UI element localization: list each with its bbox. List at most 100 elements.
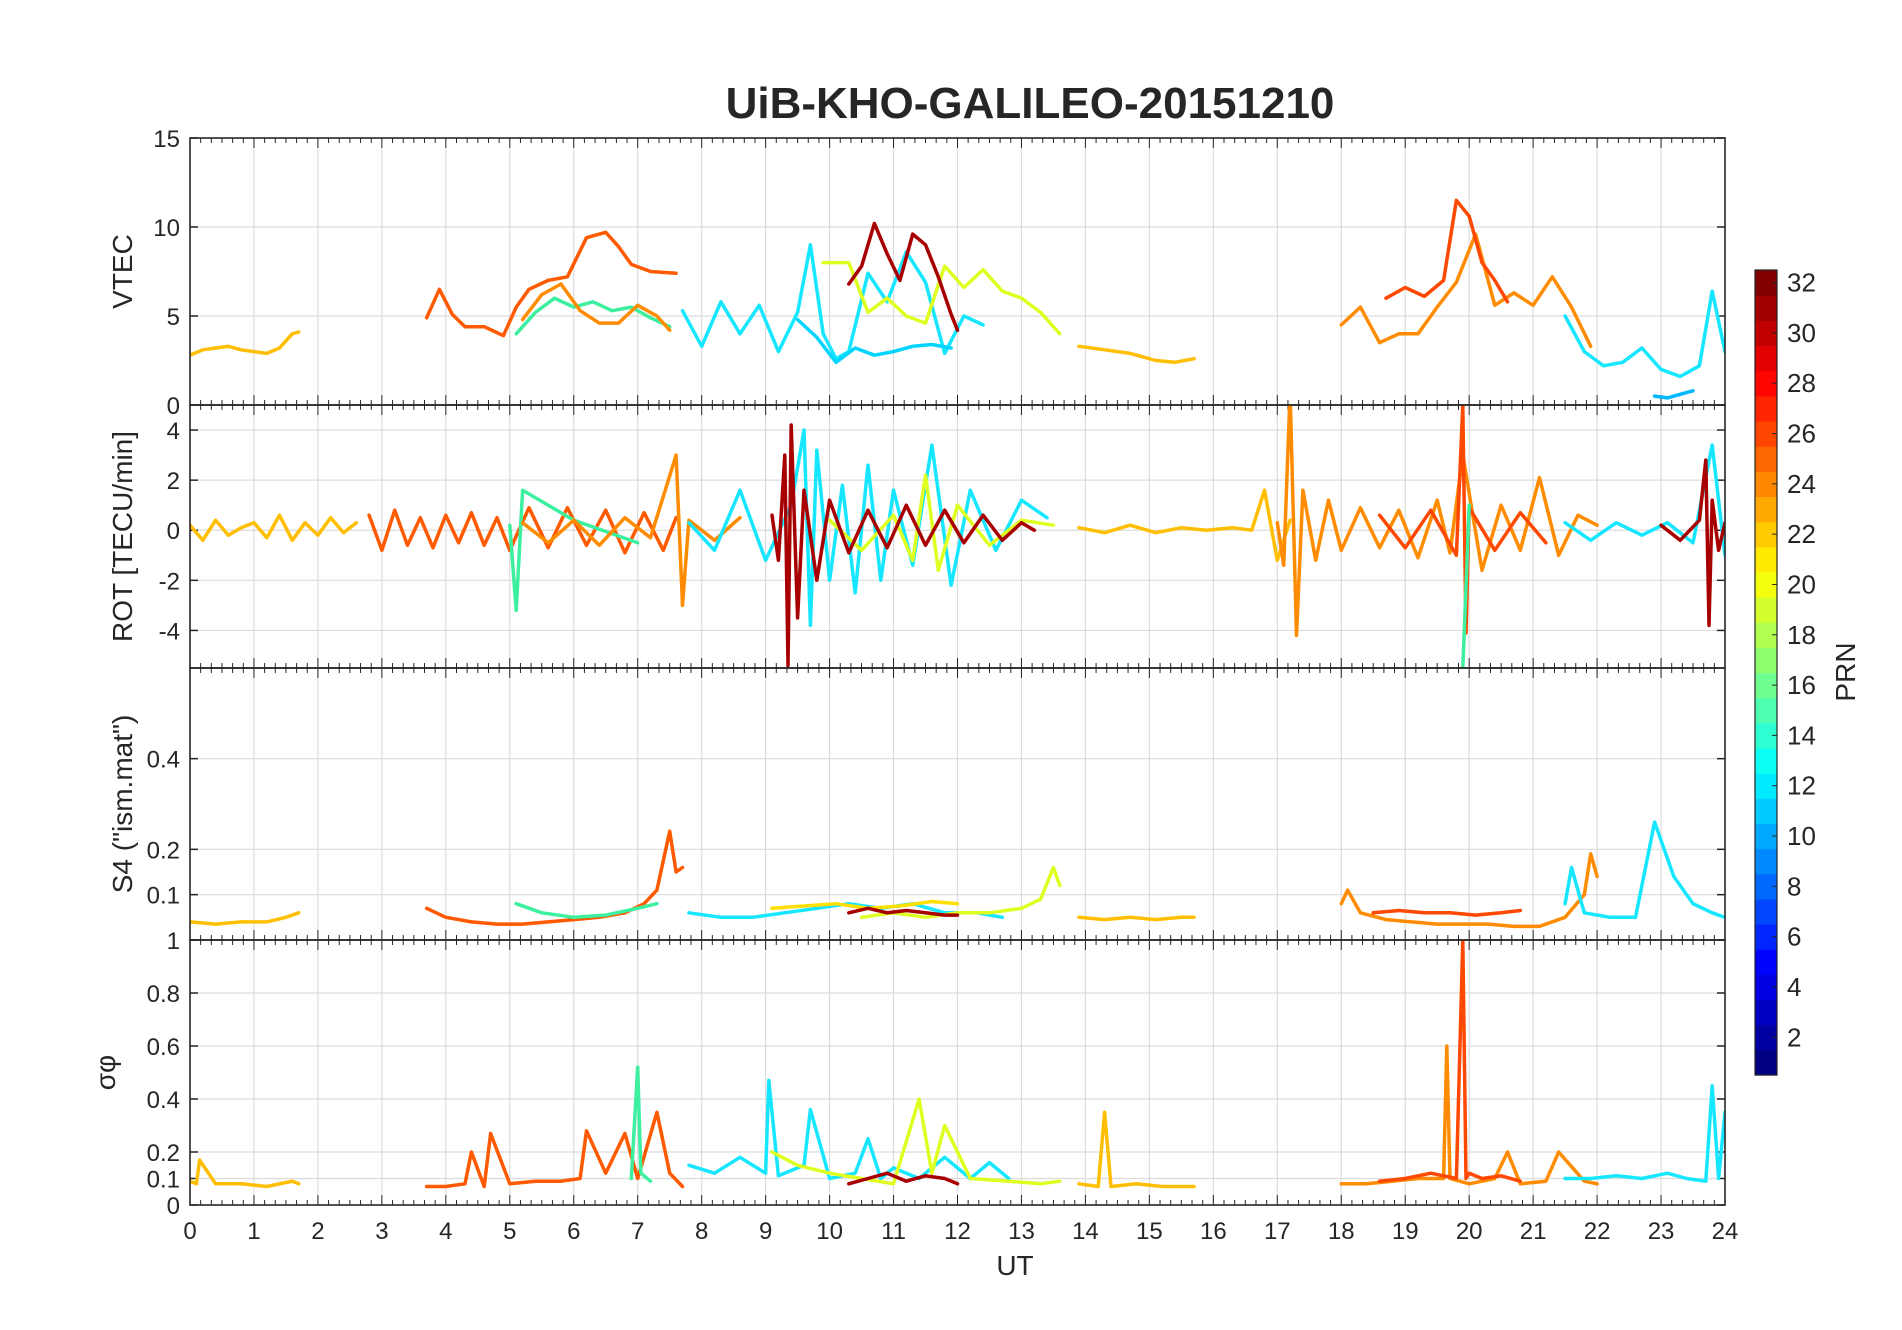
colorbar-segment [1755,521,1777,548]
series-line-prn-25 [424,1110,685,1189]
y-tick-label: 0 [167,393,180,420]
series-line-prn-22 [1077,488,1292,563]
series-line-prn-12 [680,243,985,361]
colorbar-tick-label: 32 [1787,268,1816,298]
series-group [190,405,1725,668]
colorbar-segment [1755,270,1777,296]
y-tick-label: 0.2 [147,1140,180,1167]
series-line-prn-24 [520,453,742,608]
series-line-prn-26 [1377,405,1548,635]
figure-title: UiB-KHO-GALILEO-20151210 [726,79,1335,128]
colorbar-segment [1755,924,1777,950]
x-axis-label: UT [996,1250,1033,1281]
series-line-prn-19 [859,865,1062,920]
series-line-prn-19 [821,260,1062,336]
series-line-prn-12 [1563,443,1725,558]
y-tick-label: 15 [153,126,180,153]
x-tick-label: 24 [1712,1218,1739,1245]
x-tick-label: 16 [1200,1218,1227,1245]
x-tick-label: 18 [1328,1218,1355,1245]
colorbar-frame [1754,269,1778,1076]
series-line-prn-12 [1563,820,1725,920]
x-tick-label: 6 [567,1218,580,1245]
axes-frame [189,939,1726,1206]
x-tick-label: 7 [631,1218,644,1245]
x-tick-label: 2 [311,1218,324,1245]
x-tick-label: 1 [247,1218,260,1245]
series-line-prn-22 [190,1158,301,1189]
series-group [190,940,1725,1189]
colorbar-tick-label: 22 [1787,519,1816,549]
colorbar-segment [1755,370,1777,397]
y-tick-label: 0.1 [147,1167,180,1194]
panel-sigma_phi: 00.10.2 0.4 0.6 0.8 1 σφ [90,928,1726,1220]
x-tick-label: 21 [1520,1218,1547,1245]
y-tick-label: 10 [153,215,180,242]
x-tick-label: 22 [1584,1218,1611,1245]
colorbar-segment [1755,773,1777,799]
series-line-prn-25 [424,829,685,926]
colorbar-segment [1755,823,1777,850]
colorbar-tick-label: 8 [1787,871,1801,901]
colorbar-segment [1755,496,1777,523]
colorbar-segment [1755,974,1777,1001]
colorbar-tick-label: 12 [1787,771,1816,801]
series-line-prn-12 [687,1078,1011,1181]
y-tick-label: 0.1 [147,883,180,910]
series-line-prn-22 [1077,344,1196,365]
colorbar-segment [1755,420,1777,447]
x-tick-label: 14 [1072,1218,1099,1245]
colorbar-tick-label: 10 [1787,821,1816,851]
panel-s4: 0.1 0.2 0.4 S4 ("ism.mat") [107,667,1726,941]
y-tick-label: 0.6 [147,1034,180,1061]
colorbar-segment [1755,446,1777,472]
colorbar-tick-label: 20 [1787,569,1816,599]
y-tick-label: 0.4 [147,747,180,774]
y-axis-label: VTEC [107,234,138,309]
colorbar-tick-label: 4 [1787,972,1801,1002]
colorbar-segment [1755,873,1777,900]
y-tick-label: 0 [167,1193,180,1220]
y-tick-label: 1 [167,928,180,955]
y-tick-label: 4 [167,418,180,445]
y-tick-label: 5 [167,304,180,331]
colorbar-segment [1755,571,1777,598]
colorbar-tick-label: 6 [1787,922,1801,952]
series-line-prn-25 [424,230,678,338]
series-line-prn-14 [508,488,640,613]
y-axis-label: σφ [90,1055,121,1090]
y-tick-label: 0.8 [147,981,180,1008]
panel-rot: -4 -2 0 2 4 ROT [TECU/min] [107,404,1726,669]
colorbar-label: PRN [1830,642,1861,701]
y-tick-label: 0 [167,518,180,545]
x-tick-label: 13 [1008,1218,1035,1245]
y-axis-label: S4 ("ism.mat") [107,715,138,894]
x-tick-label: 23 [1648,1218,1675,1245]
colorbar-segment [1755,622,1777,648]
series-line-prn-10 [1652,389,1695,400]
y-tick-label: -2 [159,568,180,595]
colorbar-segment [1755,949,1777,975]
colorbar-segment [1755,898,1777,925]
colorbar-segment [1755,722,1777,749]
x-tick-label: 8 [695,1218,708,1245]
series-group [190,820,1725,929]
series-line-prn-31 [847,221,960,332]
colorbar-tick-label: 18 [1787,620,1816,650]
colorbar-segment [1755,320,1777,347]
series-line-prn-14 [1461,503,1471,668]
colorbar-segment [1755,597,1777,623]
colorbar-segment [1755,345,1777,372]
series-line-prn-11 [795,317,953,365]
colorbar-segment [1755,1024,1777,1051]
colorbar-segment [1755,848,1777,875]
series-line-prn-24 [1339,232,1593,349]
colorbar-segment [1755,471,1777,498]
series-line-prn-31 [770,423,1037,668]
series-line-prn-19 [770,1097,1062,1186]
series-line-prn-12 [1563,289,1725,379]
x-tick-label: 15 [1136,1218,1163,1245]
series-line-prn-26 [1384,198,1510,304]
colorbar-tick-label: 14 [1787,720,1816,750]
